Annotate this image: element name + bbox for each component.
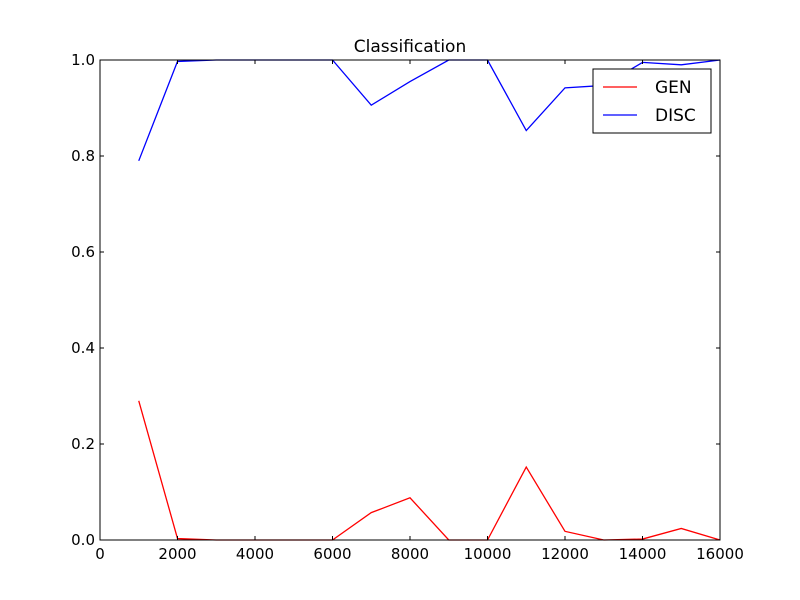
x-tick-label: 6000 (313, 545, 351, 563)
x-tick-label: 12000 (541, 545, 589, 563)
x-tick-label: 2000 (158, 545, 196, 563)
y-tick-label: 0.4 (71, 339, 95, 357)
y-tick-label: 0.2 (71, 435, 95, 453)
legend: GEN DISC (592, 68, 712, 134)
x-tick-label: 0 (95, 545, 105, 563)
x-tick-label: 14000 (619, 545, 667, 563)
chart-title: Classification (354, 37, 466, 57)
x-tick-label: 8000 (391, 545, 429, 563)
axis-ticks: 0 2000 4000 6000 8000 10000 12000 14000 16000 0.0… (71, 51, 744, 563)
y-tick-label: 1.0 (71, 51, 95, 69)
legend-label-gen: GEN (655, 78, 692, 98)
legend-box (592, 68, 712, 134)
x-tick-label: 16000 (696, 545, 744, 563)
y-tick-label: 0.8 (71, 147, 95, 165)
legend-label-disc: DISC (655, 106, 696, 126)
y-tick-label: 0.0 (71, 531, 95, 549)
x-tick-label: 10000 (464, 545, 512, 563)
x-tick-label: 4000 (236, 545, 274, 563)
y-tick-label: 0.6 (71, 243, 95, 261)
